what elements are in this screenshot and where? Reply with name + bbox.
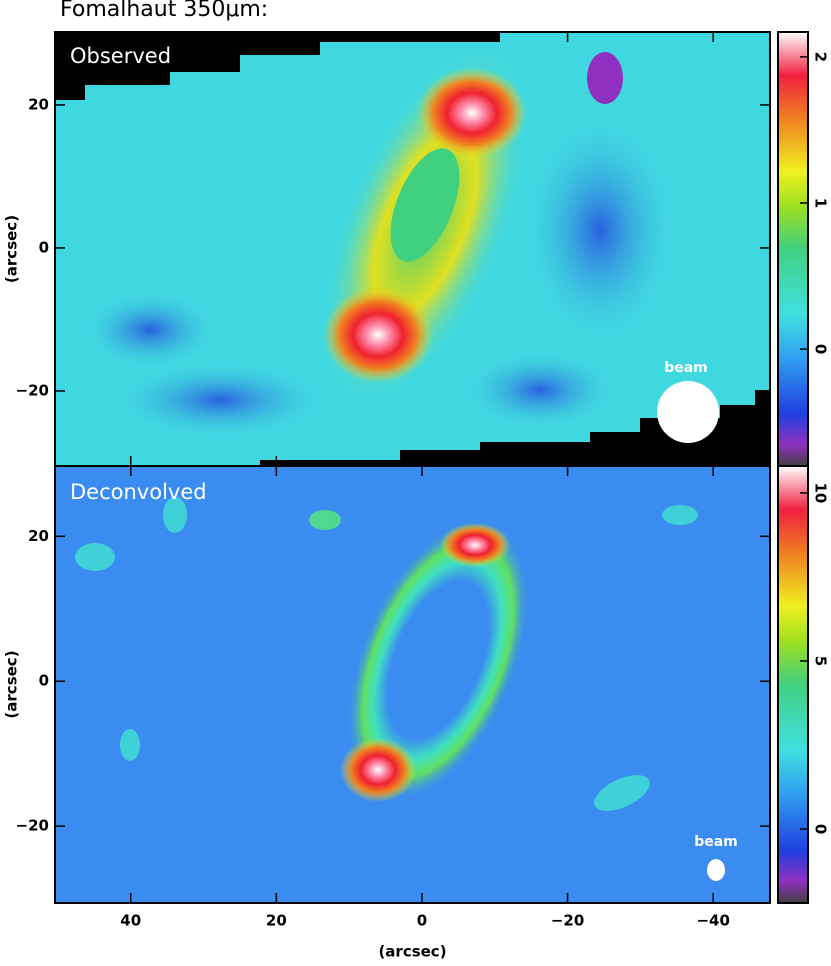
y-tick-label: 0 — [39, 672, 49, 690]
x-axis-label: (arcsec) — [378, 943, 446, 961]
plot-frame — [54, 465, 771, 904]
x-tick-label: 20 — [266, 912, 287, 930]
x-tick-label: −40 — [696, 912, 729, 930]
colorbar-tick-label: 2 — [812, 52, 830, 62]
y-axis-label: (arcsec) — [3, 215, 21, 283]
deconvolved-map — [55, 466, 770, 903]
y-axis-label: (arcsec) — [3, 650, 21, 718]
colorbar-tick-label: 10 — [812, 482, 830, 503]
y-tick-label: 20 — [28, 95, 49, 113]
colorbar-tick-label: 0 — [812, 824, 830, 834]
colorbar — [778, 32, 808, 466]
y-tick-label: 0 — [39, 238, 49, 256]
colorbar-frame — [777, 465, 809, 904]
colorbar-tick-label: 5 — [812, 656, 830, 666]
colorbar — [778, 466, 808, 903]
y-tick-label: −20 — [16, 817, 49, 835]
x-tick-label: 0 — [417, 912, 427, 930]
x-tick-label: 40 — [120, 912, 141, 930]
beam-label: beam — [694, 834, 738, 850]
y-tick-label: −20 — [16, 381, 49, 399]
colorbar-tick-label: 1 — [812, 198, 830, 208]
x-tick-label: −20 — [551, 912, 584, 930]
y-tick-label: 20 — [28, 527, 49, 545]
title: Fomalhaut 350μm: — [60, 0, 268, 22]
panel-label: Observed — [70, 44, 171, 68]
observed-map — [55, 32, 770, 466]
panel-label: Deconvolved — [70, 480, 207, 504]
colorbar-tick-label: 0 — [812, 344, 830, 354]
beam-label: beam — [664, 360, 708, 376]
